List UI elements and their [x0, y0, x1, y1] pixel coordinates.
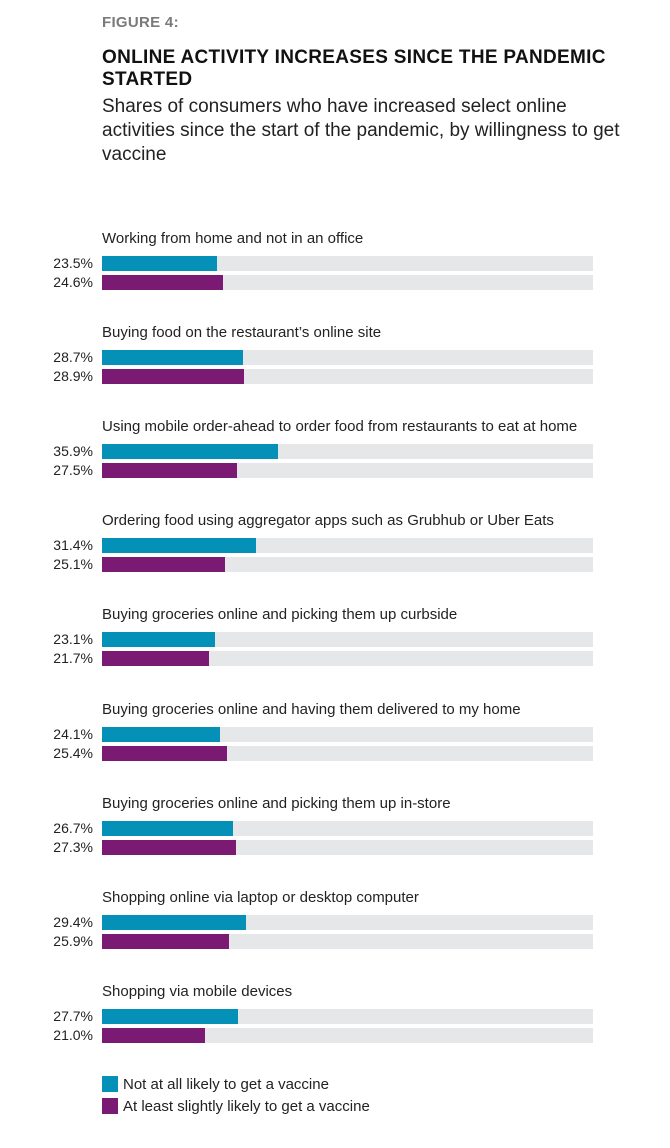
value-label: 27.7% — [53, 1007, 93, 1024]
value-label: 25.4% — [53, 744, 93, 761]
bar-not-likely — [102, 256, 218, 271]
bar-track — [102, 933, 593, 949]
category-label: Buying groceries online and picking them… — [102, 606, 458, 624]
value-label: 24.6% — [53, 274, 93, 290]
category-label: Using mobile order-ahead to order food f… — [102, 418, 578, 436]
bar-not-likely — [102, 1008, 238, 1024]
category-label: Working from home and not in an office — [102, 230, 364, 247]
bar-not-likely — [102, 632, 216, 648]
category-label: Shopping online via laptop or desktop co… — [102, 888, 419, 906]
category-label: Buying groceries online and having them … — [102, 700, 521, 718]
bar-track — [102, 444, 593, 460]
bar-likely — [102, 933, 230, 949]
legend-item-likely: At least slightly likely to get a vaccin… — [102, 1095, 370, 1117]
bar-likely — [102, 651, 209, 667]
bar-track — [102, 275, 593, 290]
legend: Not at all likely to get a vaccine At le… — [102, 1073, 370, 1117]
value-label: 26.7% — [53, 819, 93, 836]
bar-track — [102, 256, 593, 271]
value-label: 24.1% — [53, 725, 93, 742]
bar-likely — [102, 369, 244, 385]
value-label: 25.1% — [53, 556, 93, 573]
bar-track — [102, 914, 593, 930]
bar-not-likely — [102, 538, 257, 554]
value-label: 25.9% — [53, 932, 93, 949]
bar-track — [102, 1027, 593, 1043]
value-label: 35.9% — [53, 443, 93, 460]
bar-likely — [102, 745, 227, 761]
legend-swatch-not-likely — [102, 1076, 118, 1092]
value-label: 31.4% — [53, 537, 93, 554]
value-label: 27.5% — [53, 462, 93, 479]
bar-not-likely — [102, 820, 234, 836]
bar-track — [102, 369, 593, 385]
value-label: 27.3% — [53, 838, 93, 855]
bar-not-likely — [102, 914, 247, 930]
category-label: Ordering food using aggregator apps such… — [102, 512, 554, 530]
bar-track — [102, 538, 593, 554]
bar-not-likely — [102, 726, 221, 742]
bar-track — [102, 651, 593, 667]
bar-likely — [102, 839, 237, 855]
legend-swatch-likely — [102, 1098, 118, 1114]
bar-track — [102, 350, 593, 366]
bar-track — [102, 839, 593, 855]
bar-track — [102, 632, 593, 648]
value-label: 21.0% — [53, 1026, 93, 1043]
bar-not-likely — [102, 444, 279, 460]
bar-track — [102, 463, 593, 479]
category-label: Buying food on the restaurant’s online s… — [102, 324, 382, 342]
value-label: 23.5% — [53, 255, 93, 271]
bar-not-likely — [102, 350, 243, 366]
bar-track — [102, 745, 593, 761]
bar-likely — [102, 463, 238, 479]
category-label: Buying groceries online and picking them… — [102, 794, 451, 812]
legend-label-likely: At least slightly likely to get a vaccin… — [123, 1097, 370, 1115]
bar-likely — [102, 275, 223, 290]
figure-label: FIGURE 4: — [102, 14, 179, 31]
bar-track — [102, 557, 593, 573]
value-label: 23.1% — [53, 631, 93, 648]
category-label: Shopping via mobile devices — [102, 982, 293, 1000]
value-label: 28.9% — [53, 368, 93, 385]
legend-label-not-likely: Not at all likely to get a vaccine — [123, 1075, 329, 1093]
chart-subtitle: Shares of consumers who have increased s… — [102, 96, 620, 165]
bar-likely — [102, 1027, 206, 1043]
value-label: 29.4% — [53, 913, 93, 930]
chart-title: ONLINE ACTIVITY INCREASES SINCE THE PAND… — [102, 47, 606, 90]
bar-track — [102, 820, 593, 836]
bar-track — [102, 726, 593, 742]
value-label: 28.7% — [53, 349, 93, 366]
bar-track — [102, 1008, 593, 1024]
bar-likely — [102, 557, 226, 573]
legend-item-not-likely: Not at all likely to get a vaccine — [102, 1073, 370, 1095]
value-label: 21.7% — [53, 650, 93, 667]
